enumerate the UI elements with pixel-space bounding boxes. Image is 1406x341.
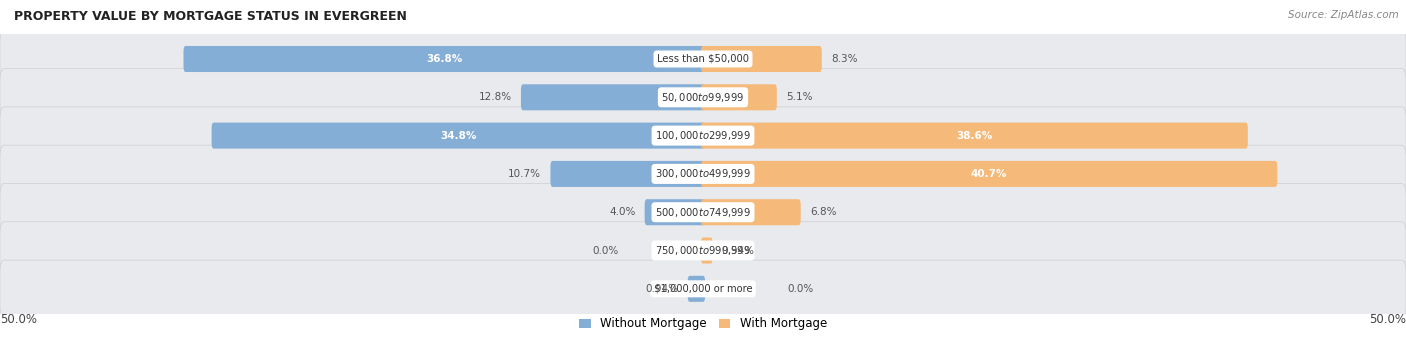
Text: $300,000 to $499,999: $300,000 to $499,999 [655, 167, 751, 180]
Text: Source: ZipAtlas.com: Source: ZipAtlas.com [1288, 10, 1399, 20]
FancyBboxPatch shape [688, 276, 706, 302]
FancyBboxPatch shape [184, 46, 704, 72]
Text: 8.3%: 8.3% [831, 54, 858, 64]
Text: 40.7%: 40.7% [972, 169, 1007, 179]
FancyBboxPatch shape [0, 69, 1406, 126]
FancyBboxPatch shape [0, 145, 1406, 203]
Text: $500,000 to $749,999: $500,000 to $749,999 [655, 206, 751, 219]
Text: 0.94%: 0.94% [645, 284, 679, 294]
FancyBboxPatch shape [212, 122, 704, 149]
FancyBboxPatch shape [700, 237, 713, 264]
Text: 12.8%: 12.8% [478, 92, 512, 102]
FancyBboxPatch shape [700, 199, 801, 225]
Text: 36.8%: 36.8% [426, 54, 463, 64]
FancyBboxPatch shape [0, 107, 1406, 164]
FancyBboxPatch shape [0, 260, 1406, 317]
FancyBboxPatch shape [700, 84, 776, 110]
Text: Less than $50,000: Less than $50,000 [657, 54, 749, 64]
FancyBboxPatch shape [551, 161, 706, 187]
FancyBboxPatch shape [0, 30, 1406, 88]
FancyBboxPatch shape [700, 161, 1278, 187]
Text: 4.0%: 4.0% [609, 207, 636, 217]
Text: PROPERTY VALUE BY MORTGAGE STATUS IN EVERGREEN: PROPERTY VALUE BY MORTGAGE STATUS IN EVE… [14, 10, 406, 23]
Text: $100,000 to $299,999: $100,000 to $299,999 [655, 129, 751, 142]
Legend: Without Mortgage, With Mortgage: Without Mortgage, With Mortgage [574, 313, 832, 335]
FancyBboxPatch shape [700, 122, 1249, 149]
FancyBboxPatch shape [644, 199, 706, 225]
Text: 0.0%: 0.0% [787, 284, 814, 294]
Text: 0.0%: 0.0% [592, 246, 619, 255]
FancyBboxPatch shape [700, 46, 821, 72]
Text: 50.0%: 50.0% [0, 313, 37, 326]
Text: 50.0%: 50.0% [1369, 313, 1406, 326]
FancyBboxPatch shape [0, 222, 1406, 279]
Text: 38.6%: 38.6% [956, 131, 993, 140]
Text: 34.8%: 34.8% [440, 131, 477, 140]
Text: $50,000 to $99,999: $50,000 to $99,999 [661, 91, 745, 104]
FancyBboxPatch shape [0, 183, 1406, 241]
Text: 6.8%: 6.8% [810, 207, 837, 217]
Text: 5.1%: 5.1% [786, 92, 813, 102]
Text: 0.54%: 0.54% [721, 246, 755, 255]
Text: $750,000 to $999,999: $750,000 to $999,999 [655, 244, 751, 257]
Text: 10.7%: 10.7% [509, 169, 541, 179]
FancyBboxPatch shape [520, 84, 706, 110]
Text: $1,000,000 or more: $1,000,000 or more [654, 284, 752, 294]
